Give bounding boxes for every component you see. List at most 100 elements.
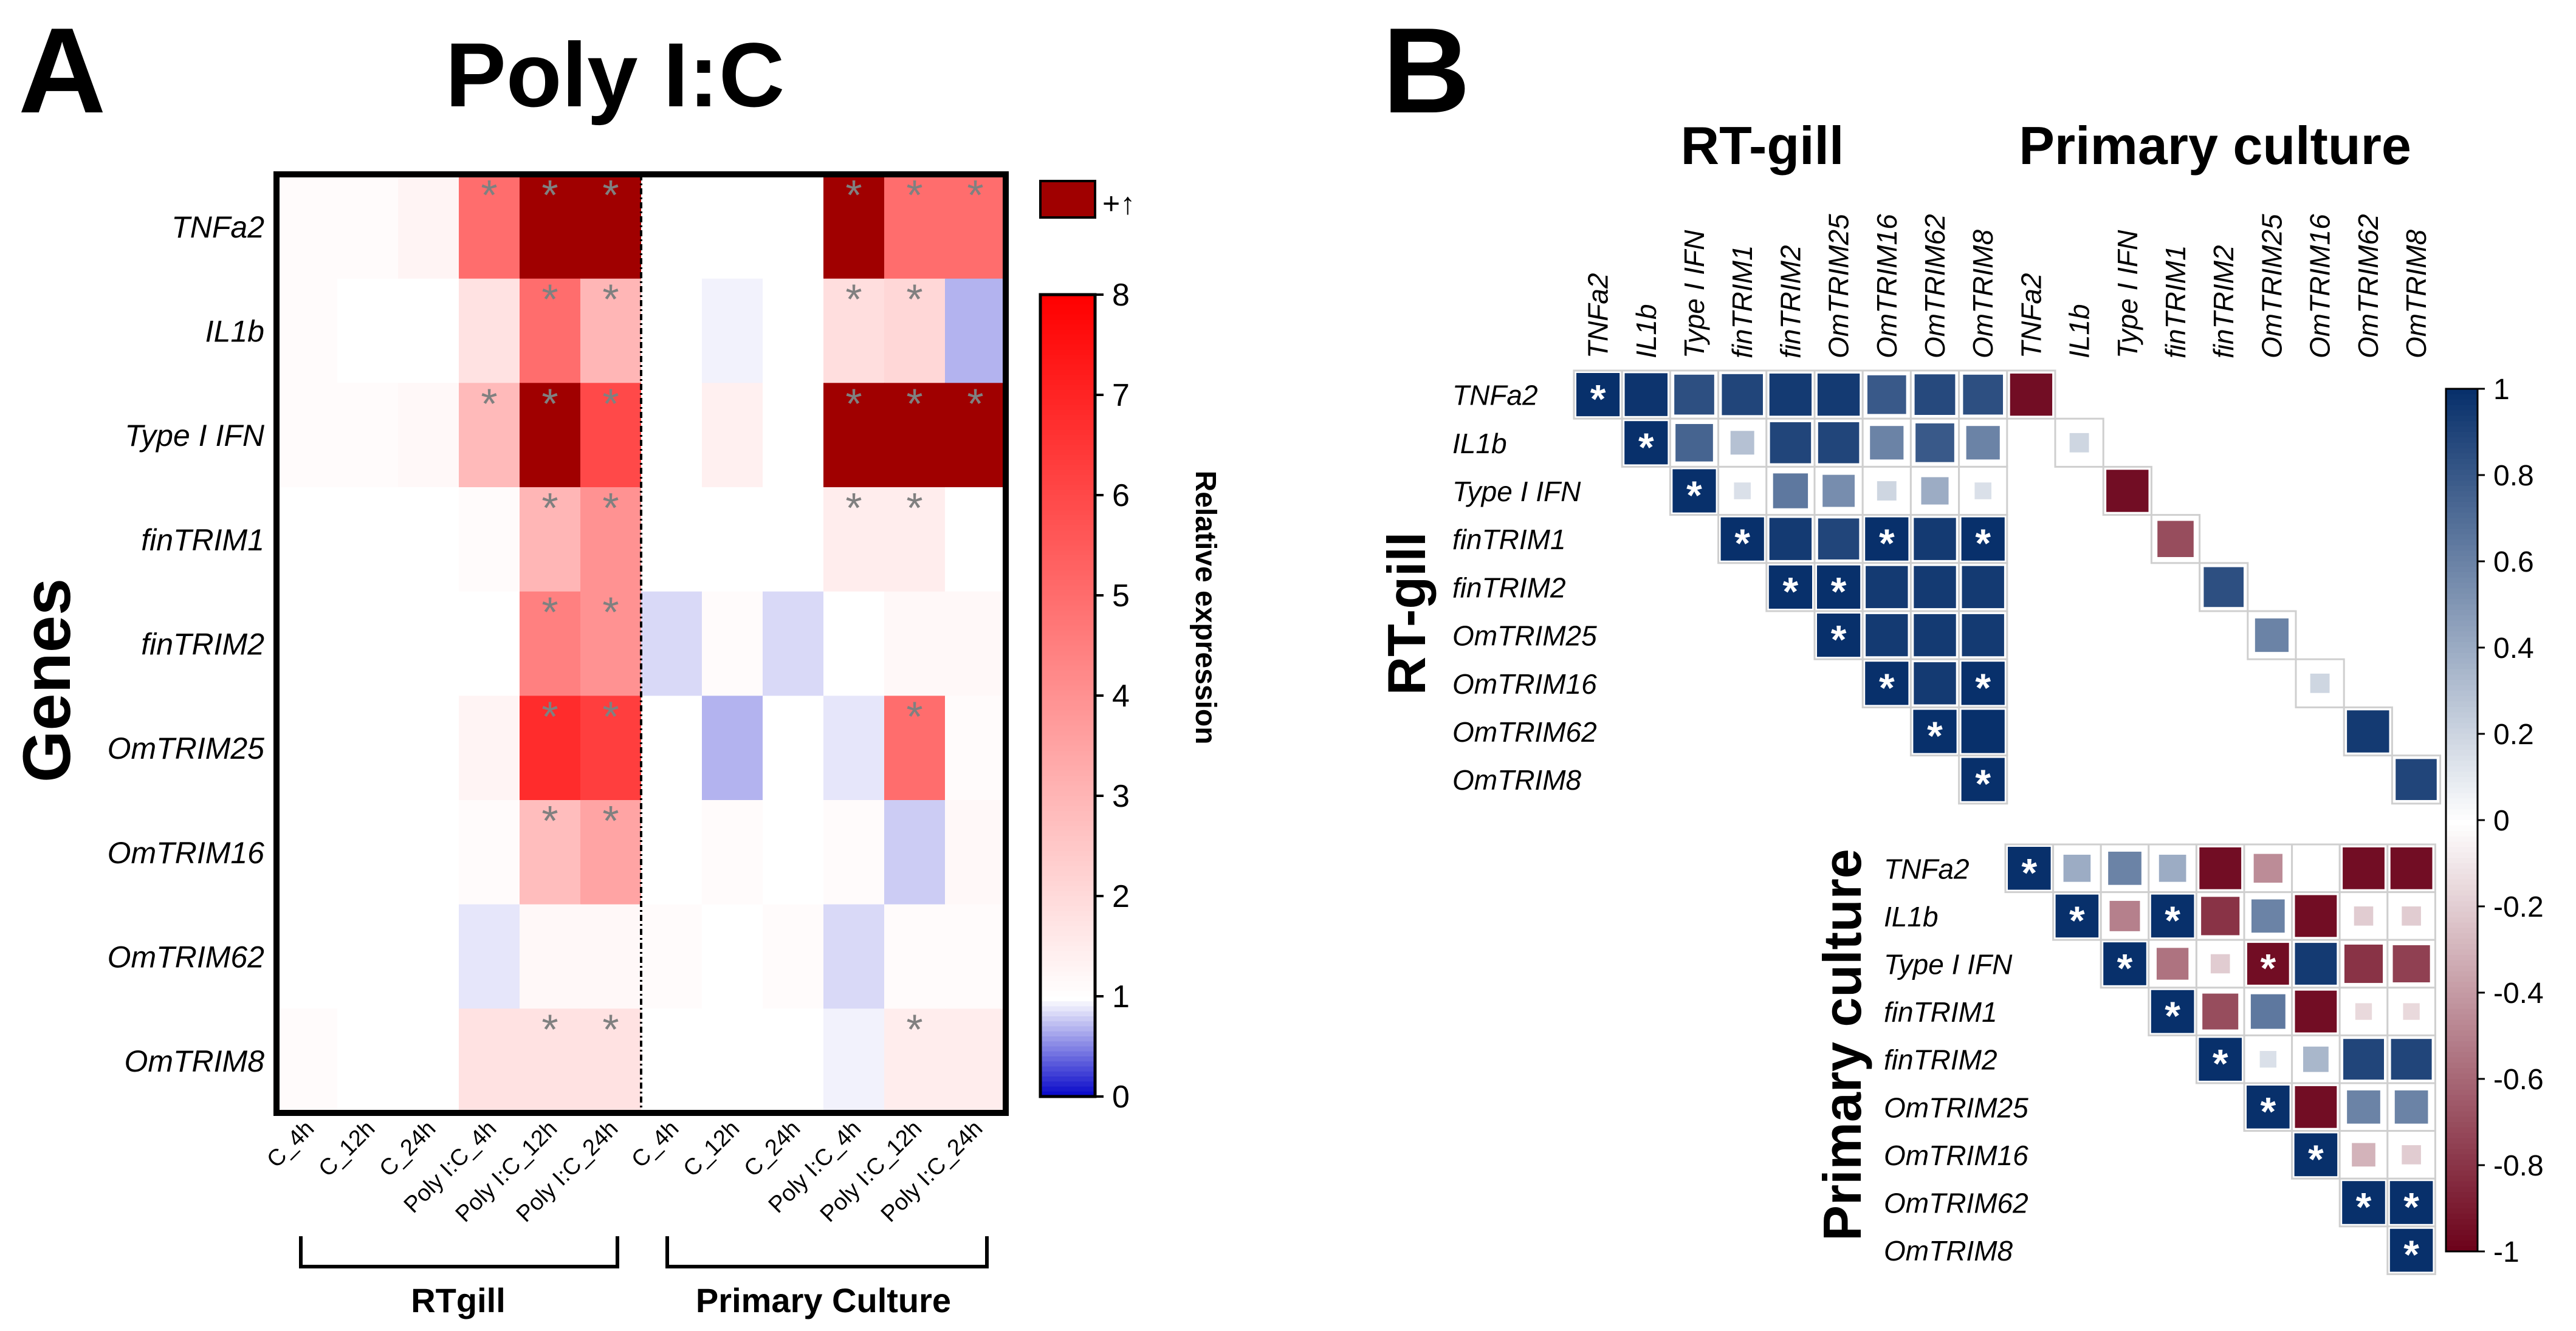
- colorbar-a-step: [1040, 856, 1095, 862]
- colorbar-b-step: [2446, 922, 2478, 929]
- pc-cell-r5-c8: [2394, 1090, 2428, 1124]
- colorbar-a-step: [1040, 490, 1095, 496]
- colorbar-a-step: [1040, 891, 1095, 897]
- bracket-rtgill: [299, 1236, 619, 1268]
- pc-cell-r2-c5: [2247, 943, 2289, 985]
- colorbar-b-step: [2446, 1062, 2478, 1069]
- colorbar-b-step: [2446, 965, 2478, 972]
- colorbar-b-step: [2446, 911, 2478, 918]
- heat-cell-r1-c7: [702, 278, 763, 383]
- colorbar-b-step: [2446, 1095, 2478, 1101]
- heat-cell-r3-c4: [520, 487, 581, 592]
- colorbar-b-step: [2446, 1100, 2478, 1107]
- colorbar-b-step: [2446, 421, 2478, 428]
- heat-cell-r7-c3: [459, 904, 520, 1009]
- pc-cell-r4-c7: [2343, 1039, 2384, 1080]
- colorbar-a-step: [1040, 344, 1095, 351]
- heat-cell-r3-c3: [459, 487, 520, 592]
- colorbar-a-step: [1040, 670, 1095, 676]
- colorbar-b-step: [2446, 820, 2478, 826]
- colorbar-a-step: [1040, 1026, 1095, 1032]
- heat-star: *: [541, 380, 558, 427]
- colorbar-b-step: [2446, 804, 2478, 810]
- colorbar-b-step: [2446, 1160, 2478, 1166]
- heat-cell-r0-c9: [823, 174, 885, 279]
- colorbar-b-step: [2446, 815, 2478, 821]
- colorbar-b-step: [2446, 852, 2478, 859]
- colorbar-a-step: [1040, 655, 1095, 662]
- colorbar-a-step: [1040, 349, 1095, 355]
- rt-cell-r3-c5: [1818, 518, 1860, 559]
- panel-b-side-label-primary: Primary culture: [1812, 849, 1872, 1241]
- heat-cell-r1-c10: [884, 278, 946, 383]
- colorbar-a-step: [1040, 530, 1095, 536]
- rt-cell-r3-c8: [1961, 517, 2005, 561]
- colorbar-b-step: [2446, 1208, 2478, 1214]
- colorbar-a-step: [1040, 730, 1095, 736]
- colorbar-b-step: [2446, 1052, 2478, 1058]
- rt-star: *: [1879, 665, 1895, 710]
- heat-cell-r7-c10: [884, 904, 946, 1009]
- heat-cell-r2-c0: [276, 383, 338, 488]
- colorbar-a-step: [1040, 460, 1095, 466]
- pc-cell-r0-c0: [2008, 847, 2051, 890]
- colorbar-a-step: [1040, 400, 1095, 406]
- colorbar-a-step: [1040, 761, 1095, 767]
- colorbar-a-step: [1040, 926, 1095, 932]
- heat-cell-r3-c9: [823, 487, 885, 592]
- heat-star: *: [481, 380, 497, 427]
- pc-row-label: Type I IFN: [1884, 949, 2013, 980]
- colorbar-b-step: [2446, 787, 2478, 794]
- colorbar-b-step: [2446, 782, 2478, 789]
- panel-a-title: Poly I:C: [445, 24, 785, 126]
- colorbar-b-step: [2446, 1246, 2478, 1252]
- heat-cell-r3-c2: [398, 487, 459, 592]
- colorbar-a-step: [1040, 299, 1095, 306]
- pc-cell-r2-c3: [2156, 948, 2189, 980]
- heat-star: *: [906, 693, 922, 740]
- heat-cell-r0-c10: [884, 174, 946, 279]
- heat-cell-r8-c9: [823, 1008, 885, 1114]
- colorbar-a-step: [1040, 1076, 1095, 1083]
- heat-cell-r0-c1: [337, 174, 399, 279]
- colorbar-b-step: [2446, 529, 2478, 535]
- colorbar-b-step: [2446, 432, 2478, 438]
- rt-cell-r1-c7: [1915, 423, 1954, 462]
- colorbar-b-step: [2446, 648, 2478, 654]
- rt-row-label: finTRIM2: [1452, 572, 1566, 603]
- heat-star: *: [541, 693, 558, 740]
- colorbar-b-step: [2446, 663, 2478, 670]
- heat-cell-r0-c5: [580, 174, 642, 279]
- colorbar-b-step: [2446, 744, 2478, 751]
- heat-cell-r7-c8: [763, 904, 824, 1009]
- pc-cell-r5-c6: [2295, 1086, 2337, 1128]
- heat-star: *: [967, 380, 983, 427]
- colorbar-b-step: [2446, 577, 2478, 584]
- column-label: C_4h: [627, 1116, 684, 1173]
- rt-cell-r1-c6: [1870, 426, 1904, 460]
- pc-col-label: OmTRIM62: [2352, 214, 2384, 358]
- colorbar-a-step: [1040, 405, 1095, 411]
- colorbar-b-step: [2446, 1224, 2478, 1231]
- colorbar-b-step: [2446, 594, 2478, 600]
- colorbar-a-step: [1040, 545, 1095, 551]
- heat-cell-r0-c4: [520, 174, 581, 279]
- colorbar-a-tick-label: 0: [1112, 1080, 1130, 1115]
- rt-star: *: [1879, 521, 1895, 566]
- colorbar-a-tick-label: 6: [1112, 478, 1130, 513]
- heat-star: *: [845, 484, 862, 532]
- rt-star: *: [1831, 617, 1847, 662]
- rt-col-label: OmTRIM25: [1823, 214, 1855, 358]
- colorbar-a-step: [1040, 931, 1095, 937]
- colorbar-a-step: [1040, 1071, 1095, 1077]
- pc-row-label: OmTRIM8: [1884, 1235, 2013, 1267]
- heat-cell-r5-c7: [702, 696, 763, 801]
- colorbar-b-step: [2446, 944, 2478, 950]
- colorbar-a-step: [1040, 1056, 1095, 1062]
- heat-cell-r2-c1: [337, 383, 399, 488]
- rt-star: *: [1975, 665, 1991, 710]
- colorbar-b-step: [2446, 1008, 2478, 1015]
- colorbar-b-step: [2446, 960, 2478, 967]
- colorbar-b-step: [2446, 734, 2478, 740]
- heat-cell-r8-c1: [337, 1008, 399, 1114]
